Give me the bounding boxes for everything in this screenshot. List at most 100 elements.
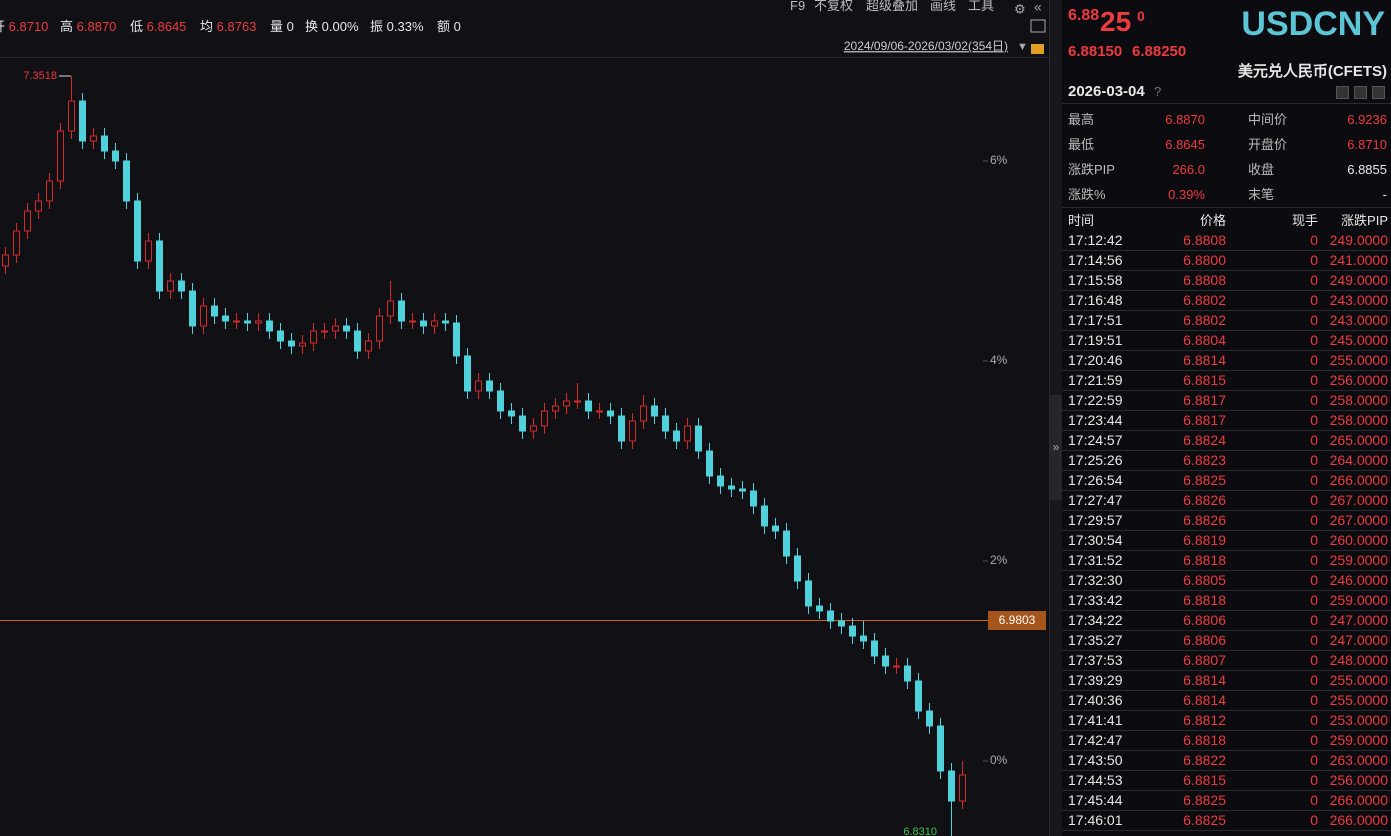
wp-icon[interactable] [1030, 19, 1046, 33]
info-label: 均 [200, 19, 214, 34]
candle-body [519, 415, 526, 432]
toolbar-button[interactable]: 工具 [968, 0, 995, 13]
tick-cell: 245.0000 [1329, 332, 1388, 348]
tick-cell: 0 [1310, 652, 1318, 668]
tick-time: 17:35:27 [1068, 632, 1123, 648]
info-value: 6.8870 [76, 19, 117, 34]
quote-value: 6.8870 [1165, 112, 1205, 127]
tick-time: 17:19:51 [1068, 332, 1123, 348]
tick-cell: 6.8815 [1183, 372, 1226, 388]
separator [1062, 270, 1391, 271]
tick-cell: 259.0000 [1329, 592, 1388, 608]
candle-body [530, 425, 537, 432]
tick-cell: 0 [1310, 272, 1318, 288]
tick-time: 17:14:56 [1068, 252, 1123, 268]
help-icon: ? [1154, 84, 1162, 99]
settings-icon[interactable]: ⚙ [1014, 1, 1026, 16]
tick-cell: 249.0000 [1329, 232, 1388, 248]
tick-cell: 0 [1310, 372, 1318, 388]
tick-cell: 248.0000 [1329, 652, 1388, 668]
quote-value: 266.0 [1172, 162, 1205, 177]
separator [1062, 830, 1391, 831]
candle-body [266, 320, 273, 332]
panel-icon[interactable] [1336, 86, 1349, 99]
tick-cell: 0 [1310, 432, 1318, 448]
tick-cell: 256.0000 [1329, 772, 1388, 788]
candle-body [508, 410, 515, 417]
tick-cell: 258.0000 [1329, 392, 1388, 408]
separator [1062, 410, 1391, 411]
tick-cell: 6.8818 [1183, 592, 1226, 608]
candle-body [464, 355, 471, 392]
candle-body [662, 415, 669, 432]
tick-cell: 0 [1310, 452, 1318, 468]
tick-cell: 0 [1310, 812, 1318, 828]
tick-time: 17:21:59 [1068, 372, 1123, 388]
collapse-icon[interactable]: « [1034, 0, 1042, 15]
tick-time: 17:25:26 [1068, 452, 1123, 468]
candle-body [794, 555, 801, 582]
tick-cell: 0 [1310, 732, 1318, 748]
candle-body [200, 305, 207, 327]
tick-time: 17:43:50 [1068, 752, 1123, 768]
candle-body [255, 320, 262, 324]
candle-body [618, 415, 625, 442]
candle-body [134, 200, 141, 262]
date-range: 2024/09/06-2026/03/02(354日) [844, 39, 1008, 53]
dropdown-icon[interactable]: ▼ [1017, 41, 1028, 53]
candle-body [222, 315, 229, 322]
tick-cell: 0 [1310, 472, 1318, 488]
separator [1062, 350, 1391, 351]
panel-icon[interactable] [1372, 86, 1385, 99]
tick-cell: 0 [1310, 392, 1318, 408]
tick-time: 17:46:01 [1068, 812, 1123, 828]
tick-time: 17:27:47 [1068, 492, 1123, 508]
tick-cell: 256.0000 [1329, 372, 1388, 388]
candle-body [299, 342, 306, 347]
toolbar-button[interactable]: 画线 [930, 0, 957, 13]
tick-time: 17:34:22 [1068, 612, 1123, 628]
tick-cell: 0 [1310, 532, 1318, 548]
candle-body [343, 325, 350, 332]
price-big: 25 [1100, 6, 1132, 37]
toolbar-button[interactable]: F9 [790, 0, 806, 13]
candle-body [376, 315, 383, 342]
tick-cell: 6.8825 [1183, 472, 1226, 488]
date: 2026-03-04 [1068, 83, 1145, 100]
tick-cell: 247.0000 [1329, 612, 1388, 628]
quote-value: 6.8645 [1165, 137, 1205, 152]
symbol: USDCNY [1241, 5, 1385, 43]
candle-body [167, 280, 174, 292]
candle-body [882, 655, 889, 667]
tick-cell: 267.0000 [1329, 512, 1388, 528]
panel-icon[interactable] [1354, 86, 1367, 99]
tick-cell: 255.0000 [1329, 692, 1388, 708]
separator [1062, 310, 1391, 311]
tick-cell: 0 [1310, 632, 1318, 648]
candle-body [211, 305, 218, 317]
expand-button[interactable]: » [1050, 395, 1062, 500]
separator [1062, 290, 1391, 291]
separator [1062, 207, 1391, 208]
candle-body [838, 620, 845, 627]
candle-body [805, 580, 812, 607]
candle-body [145, 240, 152, 262]
toolbar-button[interactable]: 不复权 [814, 0, 854, 13]
toolbar-button[interactable]: 超级叠加 [866, 0, 919, 13]
tick-time: 17:12:42 [1068, 232, 1123, 248]
info-label: 换 [305, 19, 319, 34]
separator [1062, 610, 1391, 611]
price-head: 6.88 [1068, 7, 1100, 24]
info-value: 0 [453, 19, 461, 34]
tick-time: 17:33:42 [1068, 592, 1123, 608]
candle-body [684, 425, 691, 442]
y-tick-label: 2% [990, 553, 1008, 567]
info-item: 量 0 [270, 19, 294, 35]
tick-cell: 0 [1310, 492, 1318, 508]
lock-icon[interactable] [1031, 44, 1044, 54]
candle-body [277, 330, 284, 342]
candle-body [354, 330, 361, 352]
tick-cell: 6.8805 [1183, 572, 1226, 588]
separator [1062, 650, 1391, 651]
tick-cell: 0 [1310, 512, 1318, 528]
